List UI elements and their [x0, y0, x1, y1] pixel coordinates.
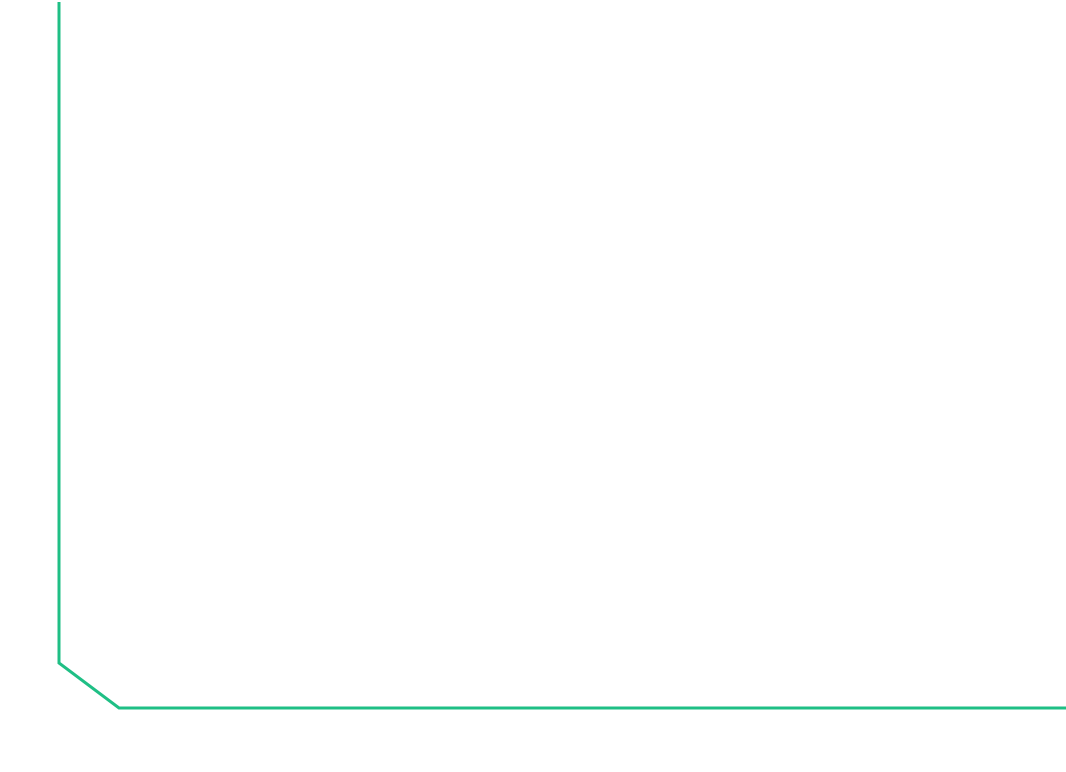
frame-line [57, 2, 1066, 710]
